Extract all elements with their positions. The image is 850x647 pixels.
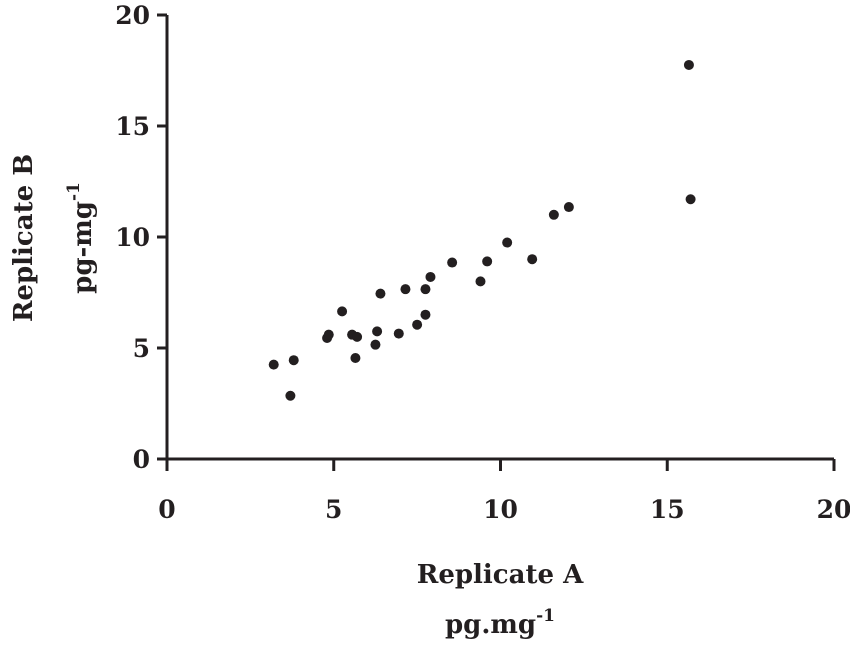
x-tick-label: 5 bbox=[325, 495, 342, 524]
data-point bbox=[370, 339, 381, 350]
y-axis-title: Replicate B bbox=[9, 154, 39, 322]
data-point bbox=[412, 319, 423, 330]
y-tick-label: 20 bbox=[115, 1, 150, 30]
y-tick-label: 10 bbox=[115, 223, 150, 252]
data-point bbox=[563, 202, 574, 213]
axes: 0 5 10 15 20 0 5 10 15 20 bbox=[115, 1, 850, 524]
data-point bbox=[683, 59, 694, 70]
data-point bbox=[482, 256, 493, 267]
data-point bbox=[288, 355, 299, 366]
x-tick-label: 15 bbox=[650, 495, 685, 524]
data-point bbox=[372, 326, 383, 337]
y-axis-unit: pg-mg-1 bbox=[64, 182, 98, 294]
x-tick-label: 20 bbox=[817, 495, 850, 524]
data-point bbox=[352, 331, 363, 342]
data-point bbox=[548, 209, 559, 220]
data-point bbox=[400, 284, 411, 295]
data-point bbox=[685, 194, 696, 205]
data-point bbox=[527, 254, 538, 265]
data-point bbox=[350, 352, 361, 363]
svg-text:pg-mg-1: pg-mg-1 bbox=[64, 182, 98, 294]
y-axis-unit-exponent: -1 bbox=[64, 182, 84, 201]
x-axis-unit-exponent: -1 bbox=[536, 606, 555, 626]
data-point bbox=[420, 284, 431, 295]
y-axis-unit-text: pg-mg bbox=[68, 201, 98, 294]
data-point bbox=[337, 306, 348, 317]
data-point bbox=[323, 329, 334, 340]
y-axis-title-line1: Replicate B bbox=[9, 154, 39, 322]
y-tick-label: 5 bbox=[133, 334, 150, 363]
x-axis-unit: pg.mg-1 bbox=[445, 606, 555, 640]
data-point bbox=[420, 309, 431, 320]
data-point bbox=[475, 276, 486, 287]
y-tick-label: 15 bbox=[115, 112, 150, 141]
data-point bbox=[425, 271, 436, 282]
x-tick-label: 10 bbox=[483, 495, 518, 524]
data-point bbox=[375, 288, 386, 299]
data-point bbox=[393, 328, 404, 339]
data-point bbox=[268, 359, 279, 370]
x-tick-label: 0 bbox=[158, 495, 175, 524]
x-axis-title-line1: Replicate A bbox=[417, 560, 584, 590]
data-points bbox=[268, 59, 696, 401]
data-point bbox=[285, 390, 296, 401]
data-point bbox=[502, 237, 513, 248]
y-tick-label: 0 bbox=[133, 445, 150, 474]
x-axis-unit-text: pg.mg bbox=[445, 610, 536, 640]
data-point bbox=[447, 257, 458, 268]
